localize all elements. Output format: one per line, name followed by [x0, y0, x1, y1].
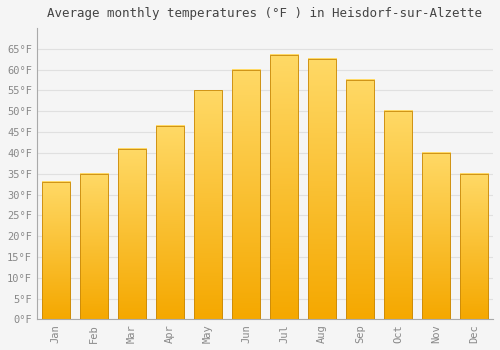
- Bar: [308, 59, 336, 320]
- Bar: [384, 111, 412, 320]
- Bar: [460, 174, 488, 320]
- Bar: [232, 70, 260, 320]
- Bar: [80, 174, 108, 320]
- Title: Average monthly temperatures (°F ) in Heisdorf-sur-Alzette: Average monthly temperatures (°F ) in He…: [48, 7, 482, 20]
- Bar: [118, 149, 146, 320]
- Bar: [270, 55, 298, 320]
- Bar: [194, 91, 222, 320]
- Bar: [422, 153, 450, 320]
- Bar: [42, 182, 70, 320]
- Bar: [156, 126, 184, 320]
- Bar: [346, 80, 374, 320]
